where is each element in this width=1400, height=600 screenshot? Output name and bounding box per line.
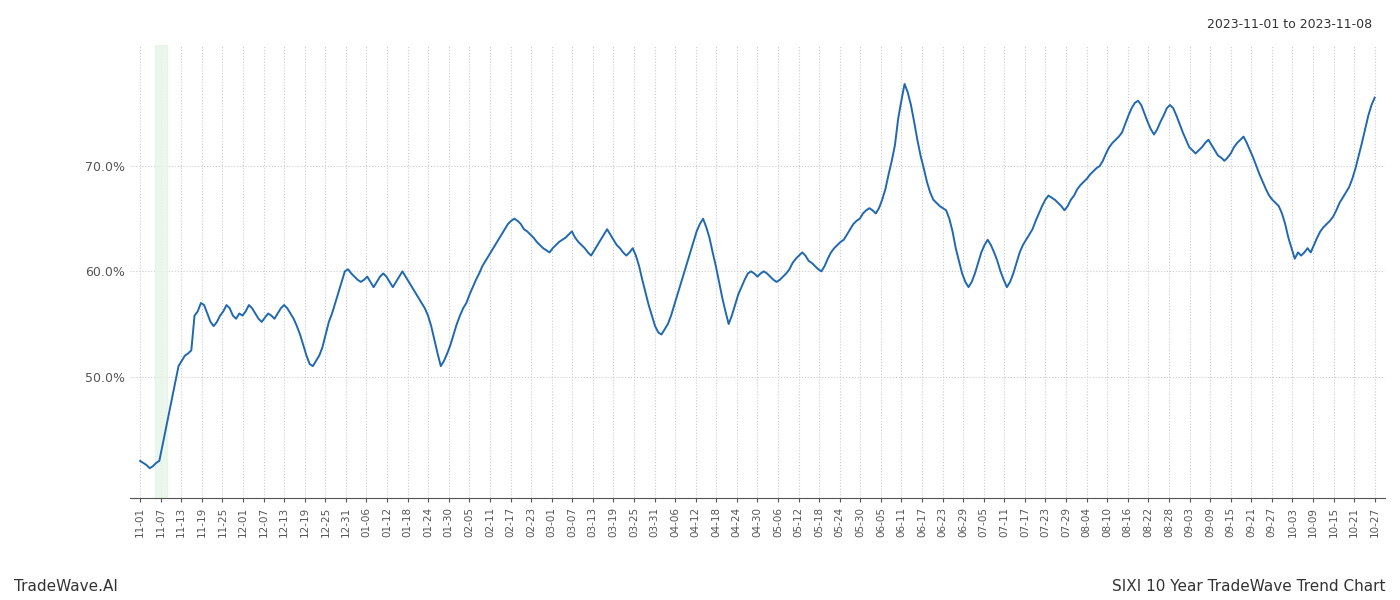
Text: SIXI 10 Year TradeWave Trend Chart: SIXI 10 Year TradeWave Trend Chart — [1113, 579, 1386, 594]
Bar — [154, 45, 167, 498]
Text: 2023-11-01 to 2023-11-08: 2023-11-01 to 2023-11-08 — [1207, 18, 1372, 31]
Text: TradeWave.AI: TradeWave.AI — [14, 579, 118, 594]
